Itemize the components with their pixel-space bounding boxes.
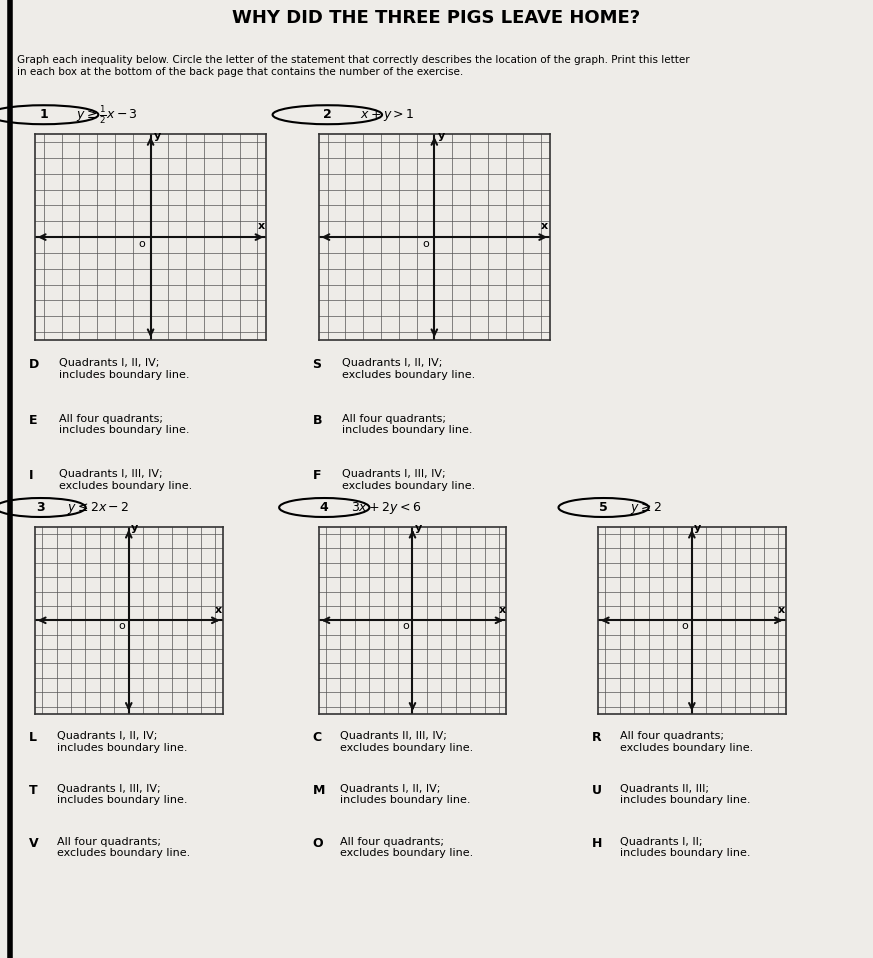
Text: y: y [694,523,701,534]
Text: All four quadrants;
includes boundary line.: All four quadrants; includes boundary li… [342,414,473,435]
Text: o: o [402,621,409,631]
Text: Quadrants I, III, IV;
includes boundary line.: Quadrants I, III, IV; includes boundary … [57,784,187,806]
Text: 1: 1 [39,108,48,122]
Text: Quadrants II, III, IV;
excludes boundary line.: Quadrants II, III, IV; excludes boundary… [340,731,473,753]
Text: $y \geq \frac{1}{2}x - 3$: $y \geq \frac{1}{2}x - 3$ [76,103,138,125]
Text: x: x [498,605,505,615]
Text: S: S [313,358,321,371]
Text: y: y [155,131,162,141]
Text: All four quadrants;
includes boundary line.: All four quadrants; includes boundary li… [58,414,189,435]
Text: V: V [29,836,38,850]
Text: 2: 2 [323,108,332,122]
Text: Quadrants I, II, IV;
includes boundary line.: Quadrants I, II, IV; includes boundary l… [58,358,189,379]
Text: D: D [29,358,39,371]
Text: x: x [778,605,785,615]
Text: All four quadrants;
excludes boundary line.: All four quadrants; excludes boundary li… [620,731,753,753]
Text: T: T [29,784,38,797]
Text: $x + y > 1$: $x + y > 1$ [360,106,414,123]
Text: O: O [313,836,323,850]
Text: Graph each inequality below. Circle the letter of the statement that correctly d: Graph each inequality below. Circle the … [17,56,690,77]
Text: 3: 3 [37,501,45,514]
Text: $y \geq 2$: $y \geq 2$ [630,499,662,515]
Text: Quadrants I, III, IV;
excludes boundary line.: Quadrants I, III, IV; excludes boundary … [342,469,476,490]
Text: Quadrants II, III;
includes boundary line.: Quadrants II, III; includes boundary lin… [620,784,750,806]
Text: Quadrants I, II, IV;
excludes boundary line.: Quadrants I, II, IV; excludes boundary l… [342,358,476,379]
Text: L: L [29,731,37,744]
Text: F: F [313,469,321,482]
Text: $y \leq 2x - 2$: $y \leq 2x - 2$ [67,499,129,515]
Text: B: B [313,414,322,426]
Text: o: o [138,239,145,249]
Text: Quadrants I, III, IV;
excludes boundary line.: Quadrants I, III, IV; excludes boundary … [58,469,192,490]
Text: All four quadrants;
excludes boundary line.: All four quadrants; excludes boundary li… [340,836,473,858]
Text: 4: 4 [320,501,328,514]
Text: o: o [422,239,429,249]
Text: WHY DID THE THREE PIGS LEAVE HOME?: WHY DID THE THREE PIGS LEAVE HOME? [232,10,641,27]
Text: Quadrants I, II, IV;
includes boundary line.: Quadrants I, II, IV; includes boundary l… [57,731,187,753]
Text: C: C [313,731,321,744]
Text: x: x [541,221,548,231]
Text: All four quadrants;
excludes boundary line.: All four quadrants; excludes boundary li… [57,836,189,858]
Text: y: y [438,131,445,141]
Text: o: o [681,621,688,631]
Text: o: o [118,621,125,631]
Text: y: y [415,523,422,534]
Text: E: E [29,414,38,426]
Text: H: H [592,836,602,850]
Text: x: x [258,221,265,231]
Text: R: R [592,731,601,744]
Text: U: U [592,784,601,797]
Text: $3x + 2y < 6$: $3x + 2y < 6$ [351,499,422,515]
Text: y: y [131,523,138,534]
Text: 5: 5 [599,501,608,514]
Text: x: x [215,605,222,615]
Text: Quadrants I, II, IV;
includes boundary line.: Quadrants I, II, IV; includes boundary l… [340,784,471,806]
Text: M: M [313,784,325,797]
Text: Quadrants I, II;
includes boundary line.: Quadrants I, II; includes boundary line. [620,836,750,858]
Text: I: I [29,469,33,482]
